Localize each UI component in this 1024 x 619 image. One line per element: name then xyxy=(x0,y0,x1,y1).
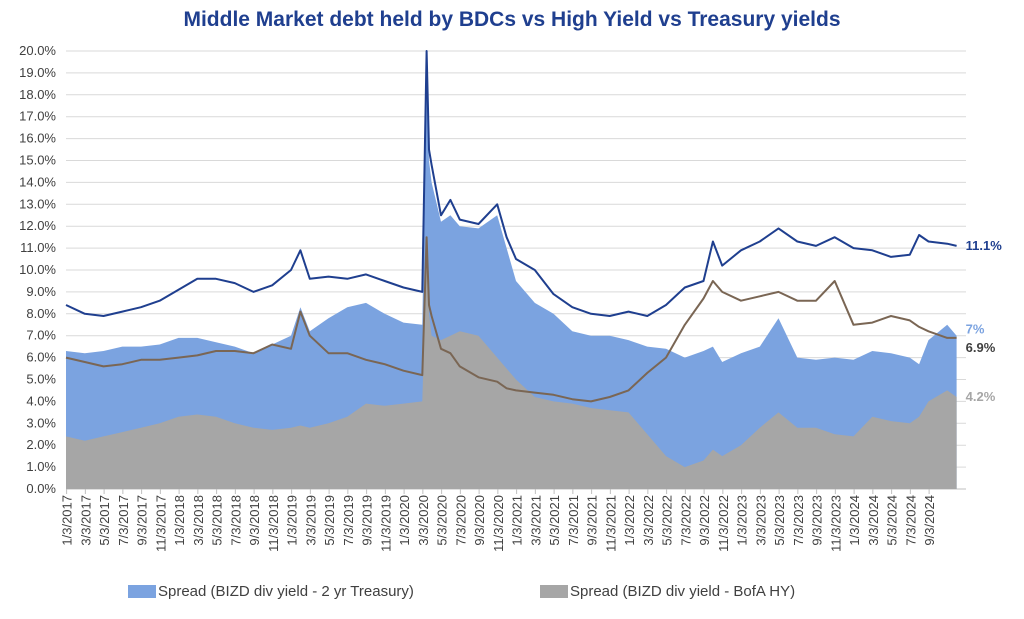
x-tick-label: 9/3/2019 xyxy=(360,495,375,546)
x-tick-label: 1/3/2017 xyxy=(60,495,75,546)
end-label: 7% xyxy=(966,322,985,337)
legend-label-hy-spread: Spread (BIZD div yield - BofA HY) xyxy=(570,582,796,600)
x-tick-label: 1/3/2019 xyxy=(285,495,300,546)
y-tick-label: 8.0% xyxy=(26,306,56,321)
y-tick-label: 19.0% xyxy=(19,65,56,80)
x-tick-label: 9/3/2021 xyxy=(585,495,600,546)
x-tick-label: 7/3/2022 xyxy=(678,495,693,546)
y-tick-label: 15.0% xyxy=(19,153,56,168)
x-tick-label: 9/3/2022 xyxy=(697,495,712,546)
end-label: 6.9% xyxy=(966,340,996,355)
y-tick-label: 7.0% xyxy=(26,328,56,343)
x-tick-label: 1/3/2023 xyxy=(735,495,750,546)
x-tick-label: 7/3/2021 xyxy=(566,495,581,546)
end-label: 4.2% xyxy=(966,389,996,404)
x-tick-label: 7/3/2019 xyxy=(341,495,356,546)
x-tick-label: 3/3/2020 xyxy=(416,495,431,546)
y-tick-label: 18.0% xyxy=(19,87,56,102)
area-treasury-spread xyxy=(66,61,957,490)
x-tick-label: 7/3/2024 xyxy=(903,495,918,546)
legend-label-treasury-spread: Spread (BIZD div yield - 2 yr Treasury) xyxy=(158,582,414,600)
x-tick-label: 11/3/2023 xyxy=(828,495,843,552)
y-tick-label: 13.0% xyxy=(19,196,56,211)
y-tick-label: 16.0% xyxy=(19,131,56,146)
y-tick-label: 3.0% xyxy=(26,415,56,430)
legend-item-hy-spread: Spread (BIZD div yield - BofA HY) xyxy=(540,581,795,601)
x-tick-label: 11/3/2021 xyxy=(603,495,618,552)
x-tick-label: 11/3/2017 xyxy=(153,495,168,552)
y-tick-label: 9.0% xyxy=(26,284,56,299)
x-tick-label: 5/3/2021 xyxy=(547,495,562,546)
x-tick-label: 11/3/2020 xyxy=(491,495,506,552)
x-tick-label: 9/3/2018 xyxy=(247,495,262,546)
x-tick-label: 3/3/2019 xyxy=(303,495,318,546)
y-tick-label: 5.0% xyxy=(26,372,56,387)
x-tick-label: 3/3/2017 xyxy=(78,495,93,546)
y-tick-label: 14.0% xyxy=(19,174,56,189)
x-tick-label: 1/3/2021 xyxy=(510,495,525,546)
line-bofa-hy xyxy=(65,236,957,403)
x-tick-label: 5/3/2019 xyxy=(322,495,337,546)
x-tick-label: 11/3/2018 xyxy=(266,495,281,552)
end-label: 11.1% xyxy=(966,238,1003,253)
x-tick-label: 5/3/2020 xyxy=(435,495,450,546)
x-tick-label: 9/3/2024 xyxy=(922,495,937,546)
y-tick-label: 6.0% xyxy=(26,350,56,365)
chart-title: Middle Market debt held by BDCs vs High … xyxy=(183,8,841,31)
line-bizd-yield xyxy=(65,50,957,317)
y-tick-label: 0.0% xyxy=(26,481,56,496)
x-tick-label: 7/3/2023 xyxy=(791,495,806,546)
x-tick-label: 5/3/2017 xyxy=(97,495,112,546)
x-tick-label: 3/3/2023 xyxy=(753,495,768,546)
x-tick-label: 11/3/2019 xyxy=(378,495,393,552)
legend-item-treasury-spread: Spread (BIZD div yield - 2 yr Treasury) xyxy=(128,581,414,601)
y-tick-label: 12.0% xyxy=(19,218,56,233)
x-tick-label: 5/3/2023 xyxy=(772,495,787,546)
x-tick-label: 7/3/2017 xyxy=(116,495,131,546)
x-tick-label: 7/3/2020 xyxy=(453,495,468,546)
x-tick-label: 11/3/2022 xyxy=(716,495,731,552)
legend-swatch-hy-spread xyxy=(540,584,568,598)
x-tick-label: 1/3/2024 xyxy=(847,495,862,546)
x-tick-label: 9/3/2020 xyxy=(472,495,487,546)
y-tick-label: 17.0% xyxy=(19,109,56,124)
x-tick-label: 7/3/2018 xyxy=(228,495,243,546)
line-series xyxy=(65,50,957,403)
area-hy-spread xyxy=(66,248,957,489)
x-tick-label: 3/3/2018 xyxy=(191,495,206,546)
y-tick-label: 2.0% xyxy=(26,437,56,452)
y-axis: 0.0% 1.0% 2.0% 3.0% 4.0% 5.0% 6.0% 7.0% 8.0% 9.0%… xyxy=(19,43,56,496)
x-tick-label: 3/3/2024 xyxy=(866,495,881,546)
x-tick-label: 1/3/2018 xyxy=(172,495,187,546)
x-tick-label: 5/3/2018 xyxy=(210,495,225,546)
y-tick-label: 10.0% xyxy=(19,262,56,277)
x-tick-label: 9/3/2017 xyxy=(135,495,150,546)
x-tick-label: 1/3/2022 xyxy=(622,495,637,546)
end-labels: 11.1% 6.9% 7% 4.2% xyxy=(966,238,1003,404)
x-tick-label: 1/3/2020 xyxy=(397,495,412,546)
y-tick-label: 11.0% xyxy=(20,240,56,255)
x-tick-label: 5/3/2024 xyxy=(885,495,900,546)
x-tick-label: 9/3/2023 xyxy=(810,495,825,546)
y-tick-label: 4.0% xyxy=(26,393,56,408)
x-tick-label: 3/3/2022 xyxy=(641,495,656,546)
x-tick-label: 3/3/2021 xyxy=(528,495,543,546)
area-series xyxy=(66,61,957,490)
x-tick-label: 5/3/2022 xyxy=(660,495,675,546)
y-tick-label: 20.0% xyxy=(19,43,56,58)
legend-swatch-treasury-spread xyxy=(128,584,156,598)
x-axis: 1/3/2017 3/3/2017 5/3/2017 7/3/2017 9/3/2017… xyxy=(60,489,937,552)
y-tick-label: 1.0% xyxy=(26,459,56,474)
